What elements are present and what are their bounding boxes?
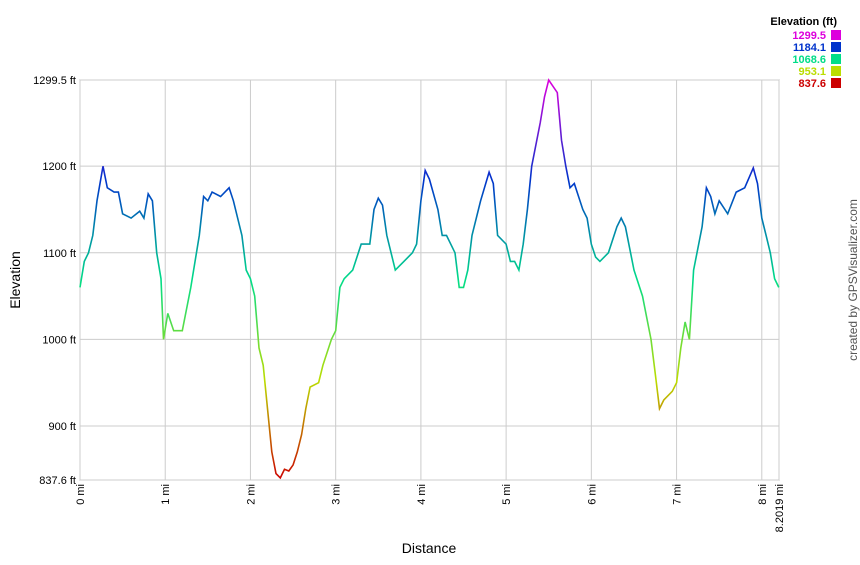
- legend-title: Elevation (ft): [770, 16, 837, 28]
- x-tick-label: 0 mi: [75, 484, 87, 505]
- y-tick-label: 1299.5 ft: [33, 75, 76, 87]
- legend-label: 1299.5: [792, 30, 826, 42]
- x-tick-label: 7 mi: [672, 484, 684, 505]
- legend-swatch: [831, 30, 841, 40]
- legend-label: 837.6: [798, 78, 826, 90]
- legend-swatch: [831, 66, 841, 76]
- y-axis-label: Elevation: [7, 251, 23, 309]
- y-tick-label: 1200 ft: [42, 161, 76, 173]
- x-tick-label: 8 mi: [757, 484, 769, 505]
- x-axis-label: Distance: [402, 540, 457, 556]
- x-tick-label: 4 mi: [416, 484, 428, 505]
- legend-swatch: [831, 78, 841, 88]
- x-tick-label: 6 mi: [586, 484, 598, 505]
- legend-swatch: [831, 54, 841, 64]
- y-tick-label: 900 ft: [48, 421, 76, 433]
- legend-label: 953.1: [798, 66, 826, 78]
- y-tick-label: 1000 ft: [42, 334, 76, 346]
- legend-label: 1068.6: [792, 54, 826, 66]
- plot-frame: [79, 79, 780, 481]
- x-tick-label: 3 mi: [331, 484, 343, 505]
- y-tick-label: 1100 ft: [43, 248, 76, 260]
- x-tick-label: 2 mi: [245, 484, 257, 505]
- x-tick-label: 1 mi: [160, 484, 172, 505]
- elevation-line: [79, 78, 780, 480]
- legend-label: 1184.1: [793, 42, 826, 54]
- credit: created by GPSVisualizer.com: [846, 199, 860, 361]
- legend-swatch: [831, 42, 841, 52]
- y-tick-label: 837.6 ft: [39, 475, 76, 487]
- x-tick-label: 5 mi: [501, 484, 513, 505]
- x-tick-label: 8.2019 mi: [774, 484, 786, 532]
